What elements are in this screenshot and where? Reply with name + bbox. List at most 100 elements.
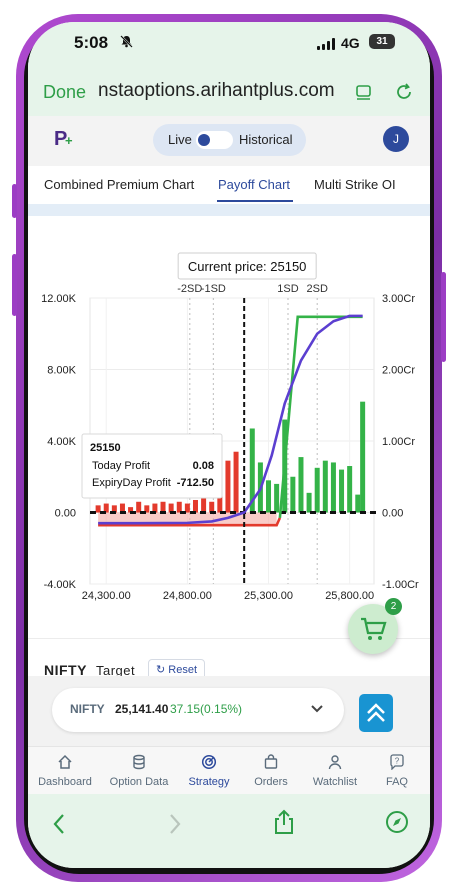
reload-icon[interactable] [394, 82, 414, 108]
quote-price: 25,141.40 [115, 702, 169, 716]
put-oi-bar [168, 503, 174, 513]
y-left-tick-label: 12.00K [41, 293, 77, 305]
forward-icon[interactable] [166, 812, 184, 836]
y-right-tick-label: 0.00 [382, 508, 403, 520]
sd-label: 2SD [306, 283, 327, 295]
call-oi-bar [347, 466, 353, 513]
payoff-chart[interactable]: 12.00K 3.00Cr 8.00K 2.00Cr 4.00K 1.00Cr 0.00 0.… [28, 218, 430, 638]
share-icon[interactable] [272, 808, 296, 836]
browser-toolbar: Done nstaoptions.arihantplus.com [28, 66, 430, 116]
compass-icon[interactable] [385, 810, 409, 834]
y-right-tick-label: 1.00Cr [382, 436, 415, 448]
live-historical-toggle[interactable]: Live Historical [153, 124, 306, 156]
cart-icon [361, 617, 387, 640]
tab-multi-strike-oi[interactable]: Multi Strike OI [314, 177, 396, 192]
active-tab-indicator [217, 200, 293, 202]
sd-label: -2SD [177, 283, 202, 295]
user-icon [328, 755, 342, 770]
page-menu-icon[interactable] [355, 84, 371, 100]
call-oi-bar [339, 469, 345, 513]
nav-faq[interactable]: ? FAQ [362, 747, 430, 795]
nav-label: Orders [254, 776, 288, 788]
screen: 5:08 4G 31 Done nstaoptions.arihantplus.… [28, 22, 430, 868]
tooltip-row-label: Today Profit [92, 460, 150, 472]
call-oi-bar [290, 476, 296, 513]
index-quote-dropdown[interactable]: NIFTY 25,141.40 37.15(0.15%) [52, 688, 344, 732]
chart-tabs: Combined Premium Chart Payoff Chart Mult… [28, 166, 430, 205]
home-icon [58, 754, 72, 769]
help-bubble-icon: ? [390, 754, 404, 770]
call-oi-bar [314, 467, 320, 513]
database-icon [133, 754, 145, 770]
put-oi-bar [225, 460, 231, 513]
nav-label: Option Data [109, 776, 169, 788]
put-oi-bar [201, 498, 207, 513]
y-right-tick-label: -1.00Cr [382, 579, 419, 591]
phone-power-button [441, 272, 446, 362]
tab-combined-premium-chart[interactable]: Combined Premium Chart [44, 177, 195, 192]
url-field[interactable]: nstaoptions.arihantplus.com [98, 80, 335, 101]
expiry-profit-line [278, 315, 363, 518]
nav-label: Watchlist [312, 776, 358, 788]
phone-volume-button [12, 254, 17, 316]
expiry-profit-loss-line [98, 517, 282, 527]
call-oi-bar [330, 462, 336, 513]
nav-watchlist[interactable]: Watchlist [300, 747, 370, 795]
nav-option-data[interactable]: Option Data [104, 747, 174, 795]
put-oi-bar [217, 485, 223, 513]
call-oi-bar [266, 480, 272, 513]
y-left-tick-label: 4.00K [47, 436, 76, 448]
x-tick-label: 24,300.00 [82, 590, 131, 602]
put-oi-bar [160, 501, 166, 513]
x-tick-label: 25,300.00 [244, 590, 293, 602]
put-oi-bar [152, 503, 158, 513]
put-oi-bar [176, 501, 182, 513]
call-oi-bar [249, 428, 255, 513]
strategy-icon [201, 754, 217, 770]
live-label: Live [168, 132, 192, 147]
toggle-knob [198, 134, 210, 146]
section-divider [28, 204, 430, 216]
current-price-label: Current price: 25150 [188, 259, 307, 274]
reset-label: Reset [168, 664, 198, 676]
back-icon[interactable] [50, 812, 68, 836]
quote-bar: NIFTY 25,141.40 37.15(0.15%) [28, 676, 430, 746]
battery-icon: 31 [369, 34, 395, 49]
app-header: P + Live Historical J [28, 116, 430, 166]
cellular-signal-icon [317, 38, 337, 50]
y-left-tick-label: 8.00K [47, 365, 76, 377]
bottom-nav: Dashboard Option Data Strategy Orders Wa… [28, 746, 430, 795]
put-oi-bar [184, 503, 190, 513]
app-logo: P + [54, 128, 73, 150]
call-oi-bar [360, 401, 366, 513]
nav-strategy[interactable]: Strategy [174, 747, 244, 795]
nav-label: Strategy [188, 776, 230, 788]
y-left-tick-label: -4.00K [44, 579, 77, 591]
call-oi-bar [298, 457, 304, 513]
put-oi-bar [144, 505, 150, 513]
tooltip-row-value: -712.50 [177, 477, 214, 489]
scroll-to-top-button[interactable] [359, 694, 393, 732]
bag-icon [264, 754, 278, 769]
put-oi-bar [136, 501, 142, 513]
put-oi-bar [128, 507, 134, 513]
toggle-switch[interactable] [196, 131, 233, 149]
tab-payoff-chart[interactable]: Payoff Chart [218, 177, 291, 192]
tooltip-box [81, 433, 223, 499]
x-tick-label: 24,800.00 [163, 590, 212, 602]
done-button[interactable]: Done [43, 82, 87, 102]
nav-orders[interactable]: Orders [236, 747, 306, 795]
browser-bottom-toolbar [28, 794, 430, 868]
current-price-box [177, 252, 317, 280]
quote-change: 37.15(0.15%) [170, 702, 243, 716]
y-right-tick-label: 3.00Cr [382, 293, 415, 305]
summary-symbol: NIFTY [44, 662, 87, 678]
tooltip-row-label: ExpiryDay Profit [92, 477, 171, 489]
sd-label: -1SD [201, 283, 226, 295]
nav-label: Dashboard [38, 776, 92, 788]
x-tick-label: 25,800.00 [325, 590, 374, 602]
nav-dashboard[interactable]: Dashboard [30, 747, 100, 795]
avatar[interactable]: J [383, 126, 409, 152]
tooltip-row-value: 0.08 [193, 460, 214, 472]
tooltip-title: 25150 [90, 442, 121, 454]
